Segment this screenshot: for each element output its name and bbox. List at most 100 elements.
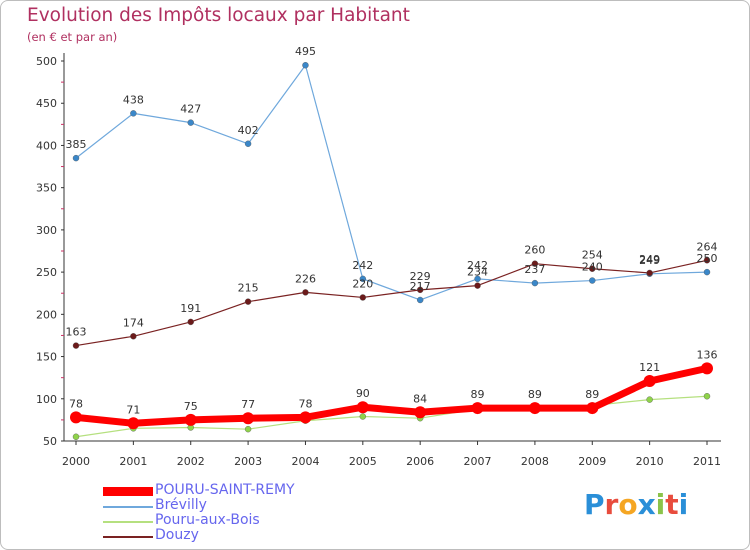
data-label: 427 [180, 103, 201, 116]
data-point [244, 140, 252, 147]
data-point [646, 396, 653, 403]
data-point [70, 411, 82, 424]
data-point [356, 401, 369, 414]
series-br-villy [72, 62, 711, 304]
logo-letter: t [665, 488, 679, 521]
data-point [187, 318, 194, 326]
data-label: 89 [585, 388, 599, 401]
data-label: 191 [180, 302, 201, 315]
data-label: 385 [66, 138, 87, 151]
x-tick-label: 2008 [521, 455, 549, 468]
data-point [589, 265, 596, 272]
legend-swatch [103, 521, 153, 523]
data-point [130, 333, 137, 340]
data-label: 249 [639, 254, 660, 267]
data-point [72, 342, 80, 349]
data-label: 242 [467, 259, 488, 272]
y-tick-label: 200 [36, 308, 57, 321]
series-lines [70, 62, 713, 440]
series-line [72, 364, 711, 427]
data-label: 237 [524, 263, 545, 276]
data-label: 78 [298, 397, 312, 410]
data-point [589, 277, 596, 284]
x-tick-label: 2001 [119, 455, 147, 468]
data-point [244, 298, 252, 305]
data-point [127, 417, 140, 430]
data-label: 240 [582, 261, 603, 274]
legend-swatch [103, 487, 153, 496]
data-label: 226 [295, 272, 316, 285]
data-point [302, 62, 309, 69]
data-label: 89 [471, 388, 485, 401]
series-line [75, 64, 708, 301]
data-point [244, 425, 252, 433]
data-point [72, 154, 80, 162]
data-label: 249 [639, 253, 660, 266]
data-point [416, 296, 424, 304]
logo-letter: x [637, 488, 656, 521]
y-tick-label: 300 [36, 224, 57, 237]
data-point [416, 286, 424, 294]
x-tick-label: 2002 [177, 455, 205, 468]
y-tick-label: 350 [36, 182, 57, 195]
data-label: 438 [123, 93, 144, 106]
data-point [359, 275, 367, 283]
data-labels: 78 71 75 77 78 90 84 89 89 89 121 136 385 438 427 402 49… [66, 45, 718, 416]
data-label: 75 [184, 400, 198, 413]
data-point [242, 412, 255, 425]
y-tick-label: 100 [36, 393, 57, 406]
data-point [130, 110, 137, 117]
y-tick-label: 400 [36, 139, 57, 152]
logo-letter: i [655, 488, 666, 521]
data-point [414, 406, 427, 419]
line-chart: 50 100 150 200 250 300 350 400 450 500 2000 2001 200… [36, 45, 721, 468]
series-douzy [72, 257, 711, 349]
logo-letter: r [604, 488, 619, 521]
x-tick-label: 2003 [234, 455, 262, 468]
data-label: 121 [639, 361, 660, 374]
data-label: 254 [582, 249, 603, 262]
data-point [531, 260, 539, 267]
data-point [299, 411, 312, 424]
data-point [302, 289, 309, 296]
proxiti-logo: Proxiti [584, 488, 688, 521]
data-label: 90 [356, 387, 370, 400]
x-tick-label: 2009 [578, 455, 606, 468]
data-point [586, 402, 599, 415]
data-label: 260 [524, 244, 545, 257]
logo-letter: P [584, 488, 605, 521]
data-label: 89 [528, 388, 542, 401]
data-point [528, 402, 541, 415]
data-point [474, 275, 481, 283]
data-point [701, 362, 713, 375]
legend-label: Pouru-aux-Bois [155, 512, 260, 528]
data-point [531, 279, 539, 287]
y-tick-label: 50 [43, 435, 57, 448]
logo-letter: i [678, 488, 689, 521]
data-point [703, 268, 711, 276]
x-tick-label: 2000 [62, 455, 90, 468]
data-point [184, 413, 197, 426]
y-tick-label: 250 [36, 266, 57, 279]
data-label: 250 [697, 252, 718, 265]
series-pouru-saint-remy [70, 362, 713, 430]
y-tick-label: 150 [36, 351, 57, 364]
chart-title: Evolution des Impôts locaux par Habitant [27, 5, 410, 26]
data-label: 78 [69, 397, 83, 410]
data-label: 220 [352, 277, 373, 290]
legend-label: Brévilly [155, 497, 207, 513]
data-point [187, 119, 194, 126]
y-tick-label: 500 [36, 55, 57, 68]
data-label: 136 [697, 348, 718, 361]
data-label: 495 [295, 45, 316, 58]
data-label: 71 [126, 403, 140, 416]
axes: 50 100 150 200 250 300 350 400 450 500 2000 2001 200… [36, 53, 721, 468]
x-tick-label: 2011 [693, 455, 721, 468]
legend-label: Douzy [155, 527, 199, 543]
data-label: 242 [352, 259, 373, 272]
x-tick-label: 2004 [291, 455, 319, 468]
data-point [703, 257, 711, 264]
data-point [471, 402, 484, 415]
data-point [359, 413, 367, 420]
